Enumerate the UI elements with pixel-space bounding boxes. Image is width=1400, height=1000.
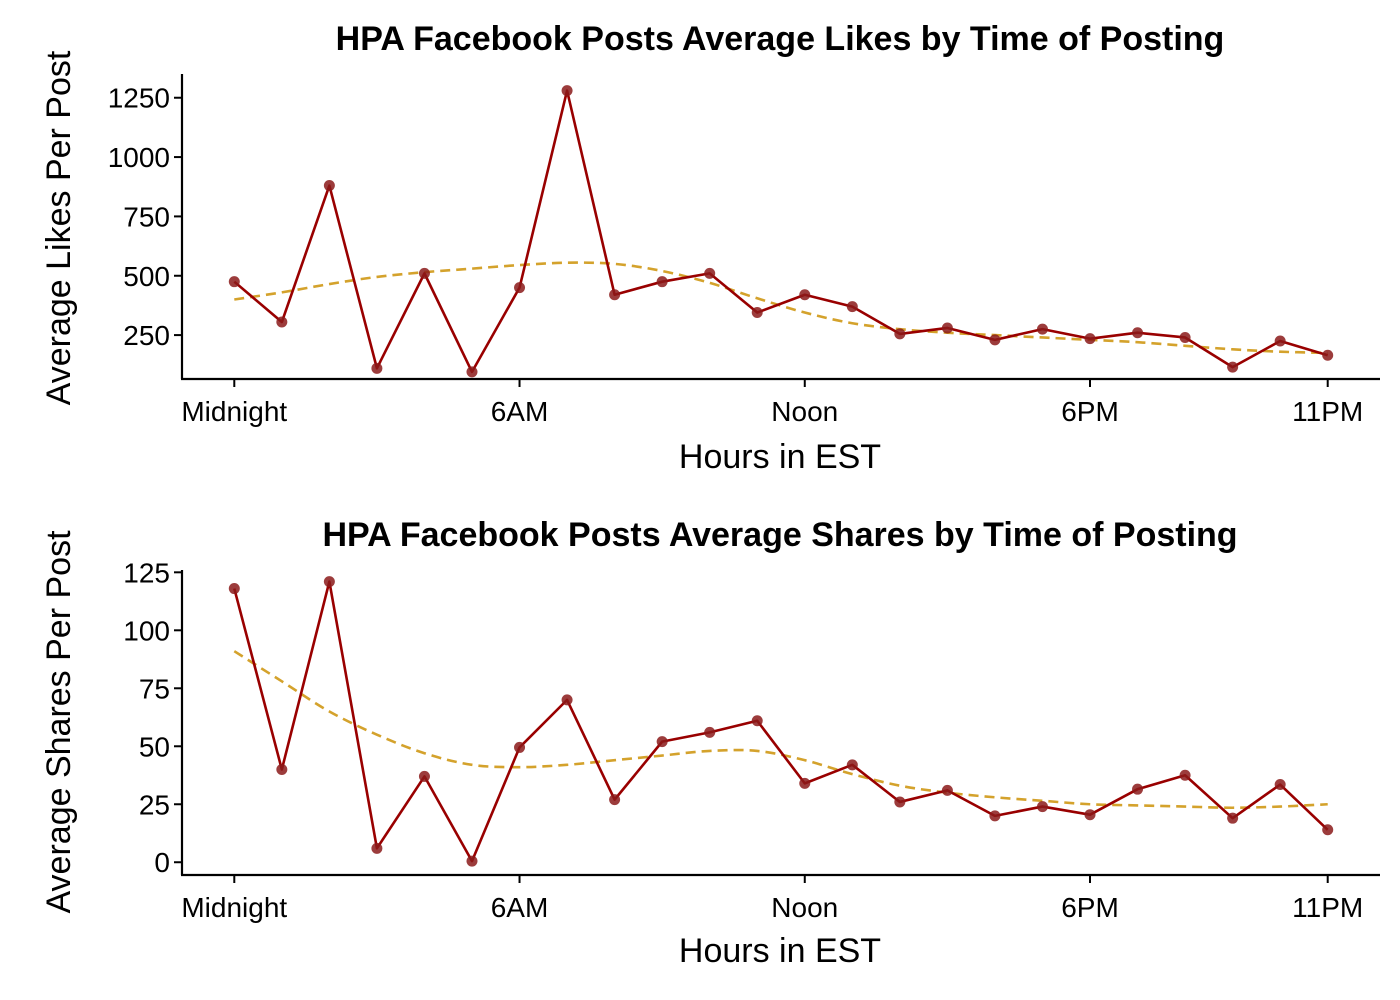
likes-data-point	[1274, 335, 1286, 347]
shares-y-tick-label: 75	[139, 673, 170, 704]
likes-y-tick-label: 1250	[108, 83, 170, 114]
likes-y-tick-label: 250	[123, 320, 170, 351]
likes-data-point	[989, 334, 1001, 346]
likes-data-point	[1322, 349, 1334, 361]
likes-data-point	[228, 276, 240, 288]
shares-data-point	[1132, 783, 1144, 795]
shares-data-point	[323, 576, 335, 588]
shares-data-point	[561, 694, 573, 706]
likes-data-point	[514, 282, 526, 294]
shares-x-tick-label: Midnight	[181, 892, 287, 923]
likes-trend-line	[234, 261, 1328, 355]
shares-series-line	[233, 580, 1329, 863]
shares-y-tick-label: 100	[123, 615, 170, 646]
likes-y-tick-label: 500	[123, 261, 170, 292]
shares-data-point	[1084, 809, 1096, 821]
shares-x-tick-label: 6AM	[491, 892, 549, 923]
likes-data-point	[1132, 327, 1144, 339]
shares-data-point	[989, 810, 1001, 822]
shares-data-point	[1274, 779, 1286, 791]
likes-x-tick-label: Noon	[771, 396, 838, 427]
likes-y-axis-title: Average Likes Per Post	[40, 50, 78, 405]
likes-x-tick-label: 11PM	[1292, 396, 1363, 427]
likes-data-point	[656, 276, 668, 288]
likes-data-point	[1179, 331, 1191, 343]
shares-data-point	[1179, 769, 1191, 781]
likes-series-line	[233, 89, 1329, 374]
shares-data-point	[894, 796, 906, 808]
likes-data-point	[1227, 361, 1239, 373]
likes-ticks: 250 500 750 1000 1250 Midnight 6AM Noon 6PM 11PM	[108, 83, 1364, 427]
shares-x-axis-title: Hours in EST	[679, 932, 881, 970]
shares-data-point	[228, 583, 240, 595]
shares-chart-title: HPA Facebook Posts Average Shares by Tim…	[322, 516, 1237, 554]
likes-x-tick-label: Midnight	[181, 396, 287, 427]
shares-marks	[228, 576, 1334, 867]
likes-data-point	[751, 307, 763, 319]
shares-ticks: 0 25 50 75 100 125 Midnight 6AM Noon 6PM 11PM	[123, 557, 1363, 923]
likes-data-point	[799, 289, 811, 301]
likes-data-point	[323, 180, 335, 192]
shares-data-point	[276, 763, 288, 775]
likes-data-point	[1036, 323, 1048, 335]
shares-trend-line	[233, 650, 1328, 810]
likes-panel: HPA Facebook Posts Average Likes by Time…	[40, 20, 1380, 476]
likes-data-point	[894, 328, 906, 340]
likes-data-point	[371, 362, 383, 374]
shares-y-axis-title: Average Shares Per Post	[40, 530, 78, 914]
shares-panel: HPA Facebook Posts Average Shares by Tim…	[40, 516, 1380, 970]
shares-y-tick-label: 125	[123, 557, 170, 588]
shares-data-point	[941, 784, 953, 796]
likes-data-point	[1084, 333, 1096, 345]
shares-y-tick-label: 0	[154, 847, 170, 878]
shares-data-point	[846, 759, 858, 771]
likes-x-axis-title: Hours in EST	[679, 438, 881, 476]
shares-x-tick-label: 6PM	[1061, 892, 1119, 923]
shares-x-tick-label: Noon	[771, 892, 838, 923]
likes-data-point	[609, 289, 621, 301]
likes-marks	[228, 85, 1334, 378]
likes-x-tick-label: 6PM	[1061, 396, 1119, 427]
shares-y-tick-label: 25	[139, 789, 170, 820]
shares-data-point	[514, 741, 526, 753]
likes-data-point	[941, 322, 953, 334]
shares-data-point	[609, 794, 621, 806]
shares-data-point	[1036, 801, 1048, 813]
likes-data-point	[846, 301, 858, 313]
likes-chart-title: HPA Facebook Posts Average Likes by Time…	[336, 20, 1225, 58]
likes-data-point	[704, 267, 716, 279]
shares-data-point	[1227, 812, 1239, 824]
likes-y-tick-label: 1000	[108, 142, 170, 173]
shares-data-point	[1322, 824, 1334, 836]
shares-data-point	[751, 715, 763, 727]
shares-data-point	[418, 770, 430, 782]
likes-data-point	[418, 267, 430, 279]
shares-data-point	[799, 777, 811, 789]
likes-data-point	[276, 316, 288, 328]
likes-data-point	[466, 366, 478, 378]
shares-data-point	[656, 736, 668, 748]
shares-x-tick-label: 11PM	[1292, 892, 1363, 923]
shares-data-point	[704, 726, 716, 738]
likes-x-tick-label: 6AM	[491, 396, 549, 427]
likes-y-tick-label: 750	[123, 201, 170, 232]
shares-data-point	[371, 842, 383, 854]
likes-data-point	[561, 85, 573, 97]
shares-y-tick-label: 50	[139, 731, 170, 762]
shares-data-point	[466, 855, 478, 867]
